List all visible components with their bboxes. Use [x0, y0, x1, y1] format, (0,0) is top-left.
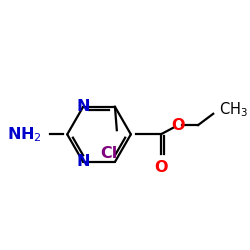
Text: O: O	[171, 118, 184, 132]
Text: NH$_2$: NH$_2$	[6, 125, 41, 144]
Text: O: O	[154, 160, 168, 174]
Text: N: N	[76, 154, 90, 170]
Text: N: N	[76, 99, 90, 114]
Text: CH$_3$: CH$_3$	[219, 101, 248, 119]
Text: Cl: Cl	[101, 146, 118, 161]
